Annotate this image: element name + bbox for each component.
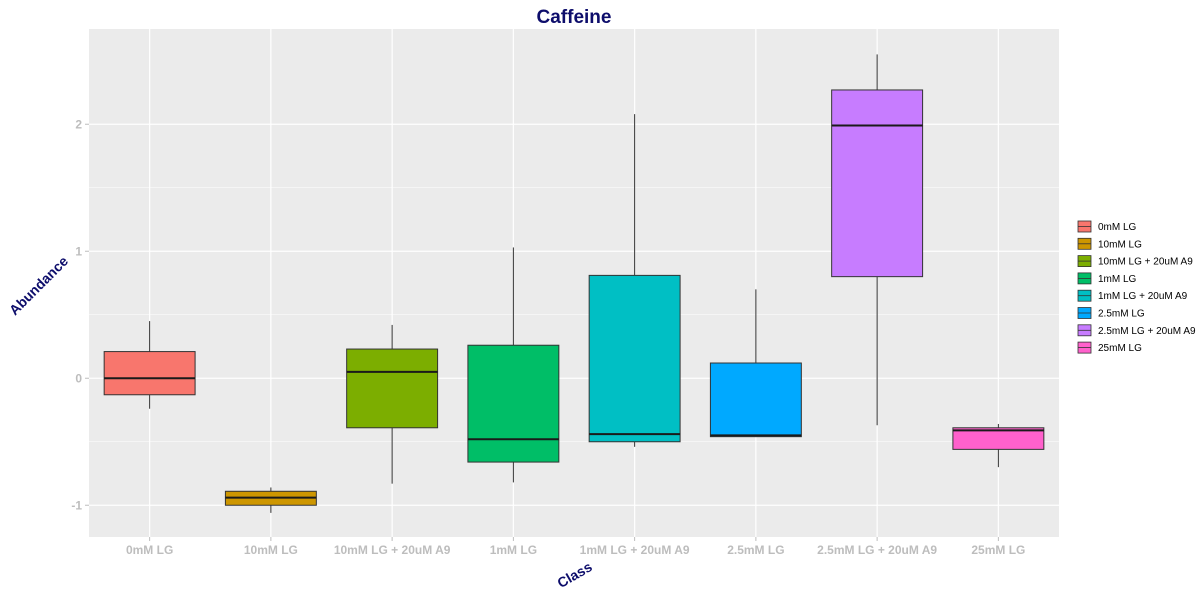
box-7 xyxy=(952,423,1045,468)
y-tick-label: -1 xyxy=(71,498,82,512)
y-tick-label: 1 xyxy=(75,244,82,258)
box-0 xyxy=(103,321,196,409)
y-axis-title: Abundance xyxy=(6,253,71,318)
x-tick-label: 10mM LG xyxy=(244,543,298,557)
box-6 xyxy=(831,54,924,426)
y-tick-label: 0 xyxy=(75,371,82,385)
legend-label: 10mM LG xyxy=(1098,239,1142,250)
legend-label: 1mM LG + 20uM A9 xyxy=(1098,291,1188,302)
chart-title: Caffeine xyxy=(537,7,612,28)
box-1 xyxy=(224,487,317,513)
y-axis-ticks: -1 0 1 2 xyxy=(71,117,89,512)
legend-item: 0mM LG xyxy=(1077,220,1137,233)
legend-item: 1mM LG + 20uM A9 xyxy=(1077,289,1188,302)
box-iqr xyxy=(831,89,924,278)
box-iqr xyxy=(709,362,802,438)
legend-label: 2.5mM LG xyxy=(1098,309,1145,320)
legend-item: 10mM LG xyxy=(1077,237,1142,250)
box-4 xyxy=(588,114,681,447)
x-tick-label: 2.5mM LG xyxy=(727,543,784,557)
box-3 xyxy=(467,247,560,483)
legend-label: 1mM LG xyxy=(1098,274,1137,285)
x-tick-label: 10mM LG + 20uM A9 xyxy=(334,543,451,557)
x-tick-label: 0mM LG xyxy=(126,543,173,557)
x-tick-label: 2.5mM LG + 20uM A9 xyxy=(817,543,937,557)
box-iqr xyxy=(588,274,681,443)
legend-item: 10mM LG + 20uM A9 xyxy=(1077,255,1193,268)
legend-item: 2.5mM LG + 20uM A9 xyxy=(1077,324,1196,337)
legend-label: 2.5mM LG + 20uM A9 xyxy=(1098,326,1196,337)
box-iqr xyxy=(467,344,560,463)
legend: 0mM LG 10mM LG 10mM LG + 20uM A9 1mM LG 1mM … xyxy=(1077,220,1196,354)
legend-label: 10mM LG + 20uM A9 xyxy=(1098,257,1193,268)
legend-item: 1mM LG xyxy=(1077,272,1137,285)
legend-label: 25mM LG xyxy=(1098,343,1142,354)
box-iqr xyxy=(103,351,196,396)
x-tick-label: 1mM LG xyxy=(490,543,537,557)
box-iqr xyxy=(346,348,439,429)
x-tick-label: 1mM LG + 20uM A9 xyxy=(580,543,690,557)
legend-label: 0mM LG xyxy=(1098,222,1137,233)
y-tick-label: 2 xyxy=(75,117,82,131)
box-5 xyxy=(709,289,802,438)
x-tick-label: 25mM LG xyxy=(971,543,1025,557)
x-axis-title: Class xyxy=(554,558,595,591)
box-layer xyxy=(103,54,1045,513)
legend-item: 25mM LG xyxy=(1077,341,1142,354)
box-iqr xyxy=(952,427,1045,450)
x-axis-ticks: 0mM LG 10mM LG 10mM LG + 20uM A9 1mM LG 1mM … xyxy=(126,537,1025,557)
legend-item: 2.5mM LG xyxy=(1077,307,1145,320)
box-2 xyxy=(346,324,439,484)
